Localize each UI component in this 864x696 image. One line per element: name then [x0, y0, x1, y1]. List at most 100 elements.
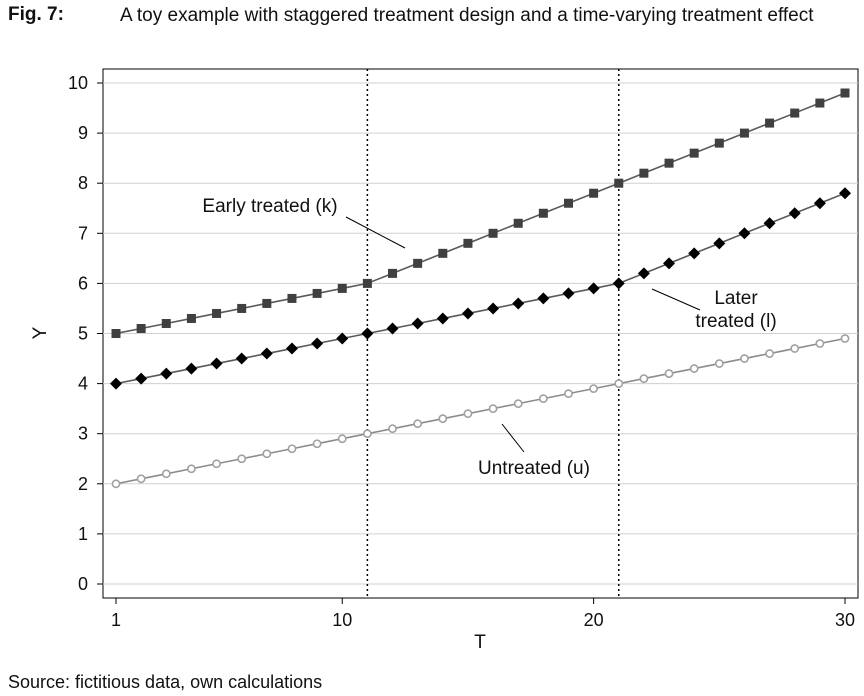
y-tick-label: 0 — [78, 574, 88, 594]
point-early-treated — [362, 278, 372, 288]
point-untreated — [589, 384, 599, 394]
point-early-treated — [840, 88, 850, 98]
y-tick-label: 3 — [78, 424, 88, 444]
annotation-leader-0 — [345, 216, 406, 249]
y-axis-label: Y — [30, 326, 51, 339]
point-untreated — [187, 464, 196, 474]
point-later-treated — [487, 302, 500, 315]
x-tick-label: 10 — [332, 610, 352, 630]
point-early-treated — [463, 238, 473, 248]
point-untreated — [714, 359, 724, 368]
point-early-treated — [664, 158, 674, 168]
series-annotation-label: treated (l) — [695, 311, 776, 332]
y-tick-label: 2 — [78, 474, 88, 494]
point-early-treated — [790, 108, 800, 118]
point-early-treated — [111, 329, 121, 338]
point-later-treated — [135, 372, 148, 385]
point-later-treated — [788, 207, 801, 220]
x-axis-label: T — [474, 632, 486, 653]
y-tick-label: 5 — [78, 324, 88, 344]
point-untreated — [614, 379, 624, 388]
point-untreated — [136, 474, 146, 484]
point-untreated — [689, 364, 699, 373]
x-tick-label: 20 — [584, 610, 604, 630]
series-markers — [110, 88, 851, 489]
point-early-treated — [413, 258, 423, 268]
treatment-start-lines — [366, 69, 620, 598]
point-later-treated — [361, 327, 374, 340]
point-untreated — [337, 434, 347, 444]
point-early-treated — [765, 118, 775, 128]
point-untreated — [840, 334, 850, 343]
point-early-treated — [388, 268, 398, 278]
point-untreated — [413, 419, 423, 429]
point-early-treated — [538, 208, 548, 218]
point-later-treated — [839, 187, 851, 200]
point-later-treated — [461, 307, 474, 320]
point-untreated — [488, 404, 498, 414]
point-early-treated — [161, 318, 171, 328]
point-later-treated — [663, 257, 676, 270]
point-early-treated — [614, 178, 624, 188]
point-early-treated — [639, 168, 649, 178]
point-later-treated — [336, 332, 349, 345]
y-tick-label: 10 — [68, 73, 88, 93]
x-tick-label: 1 — [111, 610, 121, 630]
point-untreated — [262, 449, 272, 459]
point-untreated — [111, 479, 121, 489]
point-later-treated — [738, 227, 751, 240]
point-early-treated — [739, 128, 749, 138]
point-early-treated — [136, 323, 146, 333]
point-later-treated — [110, 377, 122, 390]
point-later-treated — [512, 297, 525, 310]
point-untreated — [765, 349, 774, 358]
point-untreated — [463, 409, 473, 419]
point-later-treated — [311, 337, 324, 350]
axes: 0 1 2 3 4 5 6 7 8 9 10 1 10 20 30 — [68, 73, 855, 630]
point-untreated — [287, 444, 297, 454]
figure-title: A toy example with staggered treatment d… — [120, 5, 814, 26]
point-early-treated — [589, 188, 599, 198]
point-later-treated — [587, 282, 600, 295]
point-early-treated — [563, 198, 573, 208]
point-untreated — [438, 414, 448, 424]
gridlines — [103, 82, 858, 585]
point-later-treated — [637, 267, 650, 280]
point-untreated — [513, 399, 523, 409]
point-untreated — [538, 394, 548, 404]
y-tick-label: 7 — [78, 223, 88, 243]
point-later-treated — [688, 247, 701, 260]
y-tick-label: 9 — [78, 123, 88, 143]
point-untreated — [161, 469, 171, 479]
y-tick-label: 4 — [78, 374, 88, 394]
point-later-treated — [562, 287, 575, 300]
point-later-treated — [813, 197, 826, 210]
figure-label: Fig. 7: — [8, 4, 64, 25]
point-early-treated — [287, 293, 297, 303]
point-early-treated — [337, 283, 347, 293]
point-untreated — [664, 369, 674, 378]
point-later-treated — [436, 312, 449, 325]
point-later-treated — [713, 237, 726, 250]
annotation-leader-1 — [651, 288, 701, 311]
point-later-treated — [411, 317, 424, 330]
point-later-treated — [763, 217, 776, 230]
point-later-treated — [235, 352, 248, 365]
point-later-treated — [285, 342, 298, 355]
point-untreated — [312, 439, 322, 449]
point-untreated — [815, 339, 825, 348]
y-tick-label: 1 — [78, 524, 88, 544]
point-early-treated — [438, 248, 448, 258]
point-untreated — [362, 429, 372, 439]
line-chart: 0 1 2 3 4 5 6 7 8 9 10 1 10 20 30 Early treated (k) Lat… — [30, 68, 859, 653]
point-later-treated — [386, 322, 399, 335]
point-later-treated — [160, 367, 173, 380]
x-tick-label: 30 — [835, 610, 855, 630]
point-untreated — [740, 354, 749, 363]
point-later-treated — [185, 362, 198, 375]
point-early-treated — [815, 98, 825, 108]
point-early-treated — [714, 138, 724, 148]
series-annotation-label: Early treated (k) — [202, 196, 337, 217]
point-early-treated — [312, 288, 322, 298]
